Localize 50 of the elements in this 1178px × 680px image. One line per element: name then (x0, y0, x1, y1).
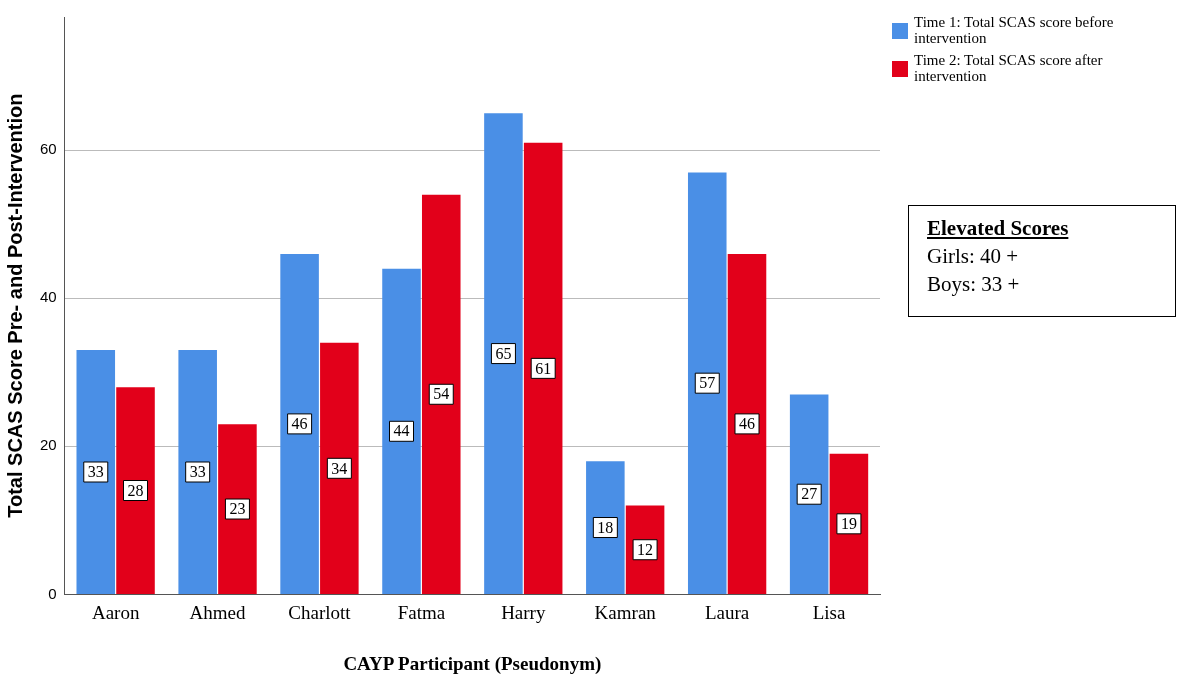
bar (789, 394, 829, 594)
x-axis-title: CAYP Participant (Pseudonym) (343, 652, 602, 675)
x-tick-label: Harry (501, 601, 546, 623)
data-label: 27 (801, 485, 818, 503)
data-label: 33 (189, 463, 206, 481)
data-label: 44 (393, 422, 410, 440)
y-tick-label: 20 (40, 436, 57, 454)
x-tick-label: Kamran (594, 601, 657, 623)
y-axis-title: Total SCAS Score Pre- and Post-Intervention (3, 93, 26, 518)
bar (280, 253, 319, 594)
bar (523, 142, 563, 594)
bar (178, 350, 217, 594)
bar (116, 387, 155, 594)
text: Boys: 33 + (927, 271, 1021, 298)
x-tick-label: Laura (704, 601, 750, 623)
bar (829, 453, 869, 594)
data-label: 12 (637, 540, 654, 558)
bar (586, 461, 625, 594)
bar (76, 350, 116, 594)
legend-label: Time 1: Total SCAS score before intervention (914, 14, 1115, 46)
data-label: 28 (127, 481, 144, 499)
legend-label: Time 2: Total SCAS score after intervention (914, 52, 1104, 84)
y-tick-label: 0 (48, 584, 57, 602)
data-label: 34 (331, 459, 348, 477)
bar (727, 253, 767, 594)
data-label: 46 (739, 415, 755, 433)
data-label: 18 (597, 518, 614, 536)
x-tick-label: Fatma (397, 601, 446, 623)
bar (687, 172, 727, 594)
data-label: 54 (433, 385, 450, 403)
data-label: 19 (840, 515, 857, 533)
x-tick-label: Aaron (91, 601, 140, 623)
bar (421, 194, 461, 594)
data-label: 65 (495, 344, 512, 362)
x-tick-label: Lisa (812, 601, 846, 623)
y-tick-label: 60 (40, 140, 57, 158)
data-label: 61 (535, 359, 552, 377)
x-tick-label: Ahmed (189, 601, 247, 623)
bar (218, 424, 257, 594)
bar (320, 342, 359, 594)
text: Elevated Scores (927, 215, 1070, 242)
x-tick-label: Charlott (288, 601, 352, 623)
text: Girls: 40 + (927, 243, 1020, 270)
data-label: 33 (87, 463, 104, 481)
bar (382, 268, 421, 594)
y-tick-label: 40 (40, 288, 57, 306)
data-label: 46 (291, 415, 308, 433)
bar (484, 113, 523, 594)
data-label: 57 (699, 374, 716, 392)
data-label: 23 (229, 500, 246, 518)
